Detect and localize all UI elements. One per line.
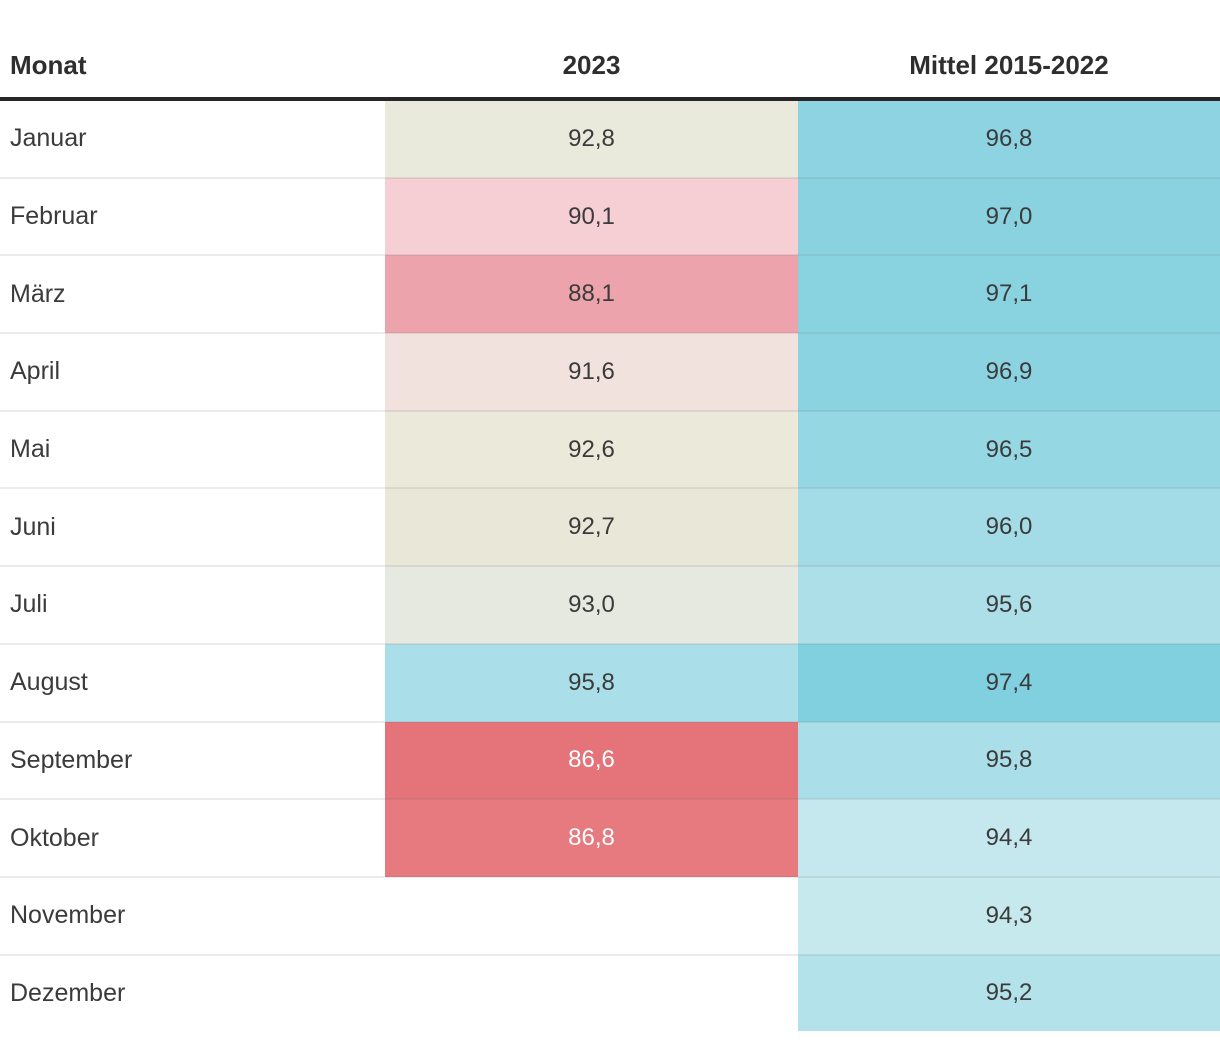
value-2023-cell: 93,0	[385, 565, 798, 644]
mittel-value-cell: 94,3	[798, 875, 1220, 955]
value-2023-cell: 92,7	[385, 487, 798, 567]
mittel-value-cell: 94,4	[798, 798, 1220, 877]
month-cell: März	[0, 254, 385, 334]
table-row: Januar 92,8 96,8	[0, 99, 1220, 178]
month-cell: Juni	[0, 487, 385, 567]
value-2023-cell	[385, 953, 798, 1032]
month-cell: November	[0, 875, 385, 955]
month-cell: September	[0, 720, 385, 800]
mittel-value-cell: 96,8	[798, 99, 1220, 178]
month-cell: April	[0, 332, 385, 411]
value-2023-cell: 92,8	[385, 99, 798, 178]
mittel-value-cell: 97,4	[798, 642, 1220, 722]
table-row: Juni 92,7 96,0	[0, 487, 1220, 567]
table-row: April 91,6 96,9	[0, 332, 1220, 411]
mittel-value-cell: 97,0	[798, 176, 1220, 256]
value-2023-cell: 90,1	[385, 176, 798, 256]
month-cell: August	[0, 642, 385, 722]
column-header-monat: Monat	[0, 0, 385, 101]
table-row: Mai 92,6 96,5	[0, 409, 1220, 489]
table-row: Dezember 95,2	[0, 953, 1220, 1032]
value-2023-cell	[385, 875, 798, 955]
column-header-2023: 2023	[385, 0, 798, 101]
month-cell: Februar	[0, 176, 385, 256]
month-cell: Dezember	[0, 953, 385, 1032]
mittel-value-cell: 96,9	[798, 332, 1220, 411]
value-2023-cell: 88,1	[385, 254, 798, 334]
value-2023-cell: 92,6	[385, 409, 798, 489]
table-row: November 94,3	[0, 875, 1220, 955]
mittel-value-cell: 95,8	[798, 720, 1220, 800]
table-row: August 95,8 97,4	[0, 642, 1220, 722]
mittel-value-cell: 96,0	[798, 487, 1220, 567]
mittel-value-cell: 95,2	[798, 953, 1220, 1032]
table-row: Juli 93,0 95,6	[0, 565, 1220, 644]
month-cell: Januar	[0, 99, 385, 178]
table-row: März 88,1 97,1	[0, 254, 1220, 334]
month-cell: Juli	[0, 565, 385, 644]
value-2023-cell: 86,8	[385, 798, 798, 877]
value-2023-cell: 95,8	[385, 642, 798, 722]
table-row: September 86,6 95,8	[0, 720, 1220, 800]
value-2023-cell: 91,6	[385, 332, 798, 411]
header-row: Monat 2023 Mittel 2015-2022	[0, 0, 1220, 101]
mittel-value-cell: 97,1	[798, 254, 1220, 334]
table-row: Februar 90,1 97,0	[0, 176, 1220, 256]
month-cell: Oktober	[0, 798, 385, 877]
mittel-value-cell: 96,5	[798, 409, 1220, 489]
table-body: Januar 92,8 96,8 Februar 90,1 97,0 März 88,1 97,…	[0, 99, 1220, 1032]
value-2023-cell: 86,6	[385, 720, 798, 800]
table-row: Oktober 86,8 94,4	[0, 798, 1220, 877]
month-cell: Mai	[0, 409, 385, 489]
mittel-value-cell: 95,6	[798, 565, 1220, 644]
column-header-mittel-2015-2022: Mittel 2015-2022	[798, 0, 1220, 101]
table-header: Monat 2023 Mittel 2015-2022	[0, 0, 1220, 101]
